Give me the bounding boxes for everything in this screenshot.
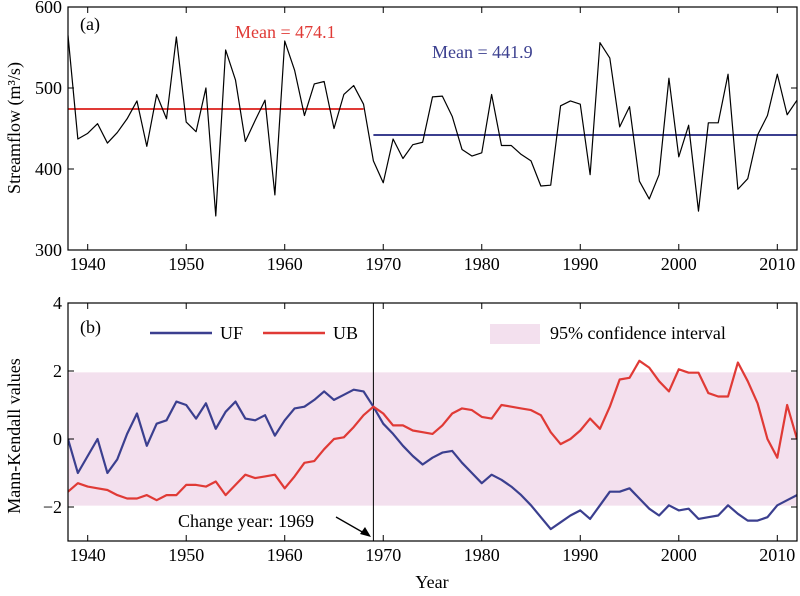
legend-confidence-label: 95% confidence interval: [550, 323, 726, 343]
panel-b: 1940 1950 1960 1970 1980 1990 2000 2010 −2 0 2 4 (b…: [4, 293, 798, 592]
panel-a-xtick-label: 1990: [562, 254, 598, 274]
series-ub-line: [68, 359, 797, 502]
panel-a: 1940 1950 1960 1970 1980 1990 2000 2010 300 400 50…: [4, 0, 798, 274]
panel-a-ytick-label: 300: [35, 240, 62, 260]
change-year-arrow: [335, 516, 365, 534]
panel-a-plot-area: 1940 1950 1960 1970 1980 1990 2000 2010 300 400 50…: [35, 0, 798, 274]
panel-a-frame: [67, 6, 798, 251]
mean-2-label: Mean = 441.9: [432, 42, 533, 62]
panel-b-xtick-label: 1960: [267, 545, 303, 565]
panel-b-xtick-label: 1990: [562, 545, 598, 565]
panel-b-xtick-label: 2000: [661, 545, 697, 565]
panel-a-xtick-label: 1960: [267, 254, 303, 274]
panel-b-ytick-label: 4: [53, 293, 62, 313]
panel-b-xtick-label: 1970: [365, 545, 401, 565]
panel-b-ytick-label: 0: [53, 429, 62, 449]
panel-a-xtick-label: 1970: [365, 254, 401, 274]
panel-b-xlabel: Year: [415, 572, 448, 592]
series-uf-line: [68, 388, 797, 531]
panel-a-xtick-label: 2000: [661, 254, 697, 274]
change-year-label: Change year: 1969: [178, 511, 314, 531]
confidence-band: [68, 372, 797, 506]
legend-confidence-swatch: [490, 324, 540, 344]
panel-a-xtick-label: 1980: [464, 254, 500, 274]
panel-a-ytick-label: 600: [35, 0, 62, 17]
change-year-annotation: Change year: 1969: [178, 511, 371, 537]
panel-b-ytick-label: −2: [43, 497, 62, 517]
panel-a-data: [68, 35, 797, 217]
panel-b-ytick-label: 2: [53, 361, 62, 381]
panel-b-data: [68, 303, 797, 541]
panel-a-ylabel: Streamflow (m³/s): [4, 62, 25, 194]
panel-a-label: (a): [80, 14, 100, 35]
change-year-arrowhead: [360, 527, 371, 537]
panel-a-ytick-label: 400: [35, 159, 62, 179]
legend-uf-label: UF: [220, 323, 243, 343]
panel-b-xtick-label: 1980: [464, 545, 500, 565]
panel-b-xtick-label: 1950: [168, 545, 204, 565]
panel-b-plot-area: 1940 1950 1960 1970 1980 1990 2000 2010 −2 0 2 4: [43, 293, 798, 565]
panel-b-xtick-label: 1940: [70, 545, 106, 565]
panel-b-ylabel: Mann-Kendall values: [4, 358, 24, 513]
mean-1-label: Mean = 474.1: [235, 22, 336, 42]
panel-a-xtick-label: 1940: [70, 254, 106, 274]
panel-a-ytick-label: 500: [35, 78, 62, 98]
panel-a-xtick-label: 2010: [759, 254, 795, 274]
streamflow-series-line: [68, 35, 797, 217]
legend-ub-label: UB: [333, 323, 358, 343]
panel-b-frame: [67, 302, 798, 542]
panel-b-label: (b): [80, 317, 101, 338]
legend: UF UB 95% confidence interval: [150, 323, 726, 344]
panel-b-xtick-label: 2010: [759, 545, 795, 565]
panel-a-xtick-label: 1950: [168, 254, 204, 274]
